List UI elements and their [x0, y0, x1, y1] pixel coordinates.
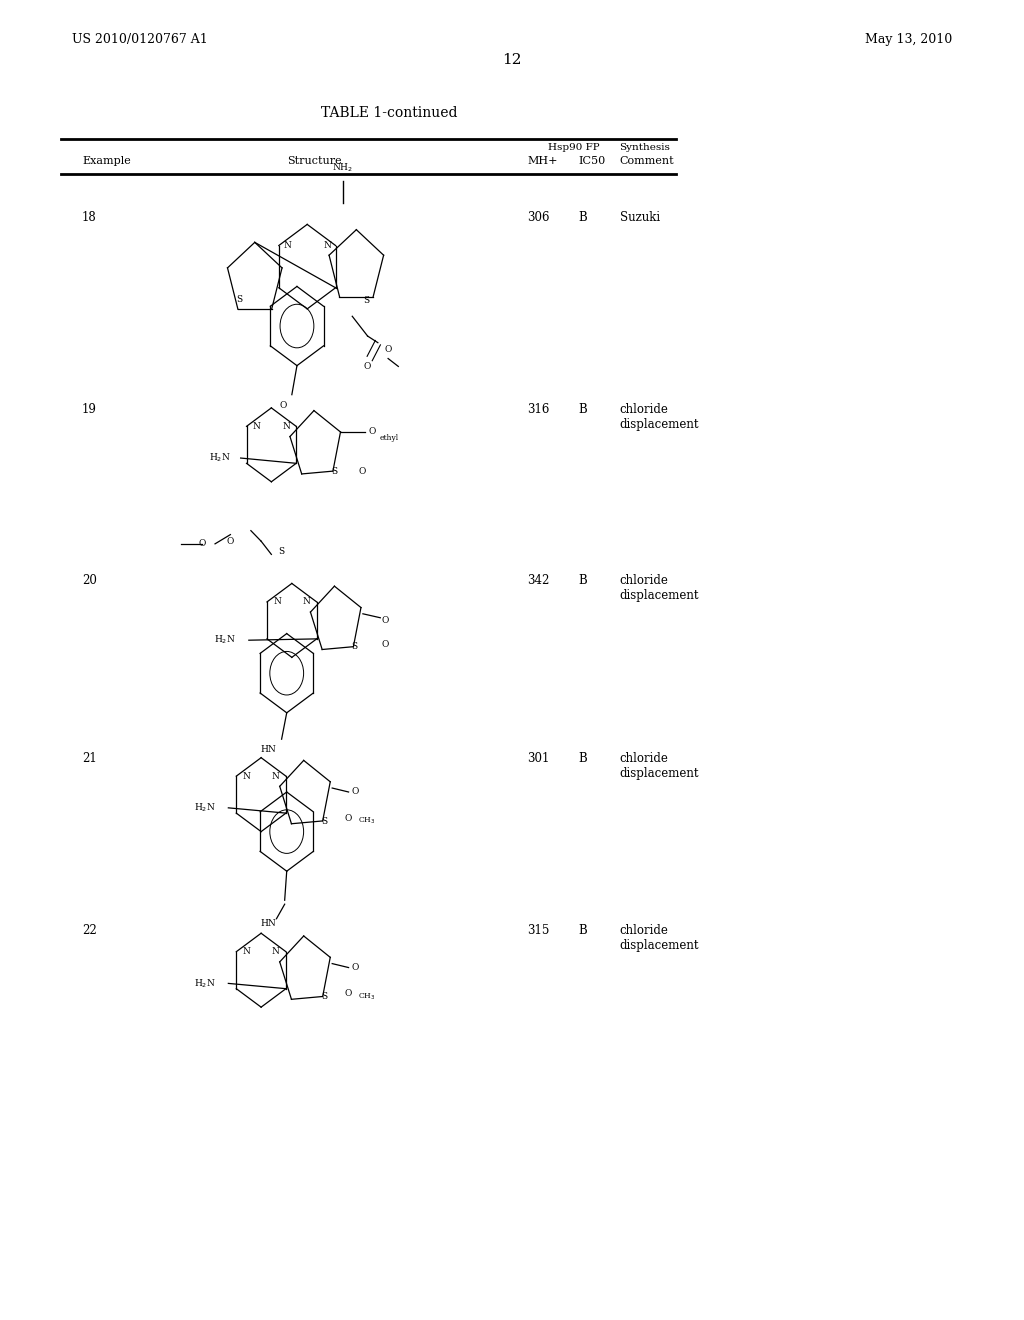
Text: S: S [237, 294, 243, 304]
Text: HN: HN [260, 920, 276, 928]
Text: 306: 306 [527, 211, 550, 224]
Text: chloride
displacement: chloride displacement [620, 752, 699, 780]
Text: IC50: IC50 [579, 156, 606, 166]
Text: O: O [280, 401, 288, 409]
Text: 20: 20 [82, 574, 97, 587]
Text: Structure: Structure [287, 156, 341, 166]
Text: H$_2$N: H$_2$N [194, 801, 216, 814]
Text: N: N [273, 598, 282, 606]
Text: chloride
displacement: chloride displacement [620, 403, 699, 430]
Text: O: O [226, 537, 234, 545]
Text: Suzuki: Suzuki [620, 211, 659, 224]
Text: CH$_3$: CH$_3$ [358, 816, 376, 826]
Text: O: O [358, 467, 366, 475]
Text: N: N [324, 242, 332, 249]
Text: B: B [579, 211, 588, 224]
Text: O: O [351, 964, 358, 972]
Text: 22: 22 [82, 924, 96, 937]
Text: O: O [369, 428, 376, 436]
Text: O: O [382, 640, 389, 648]
Text: N: N [271, 772, 280, 780]
Text: 315: 315 [527, 924, 550, 937]
Text: N: N [271, 948, 280, 956]
Text: N: N [243, 948, 251, 956]
Text: Synthesis: Synthesis [620, 143, 671, 152]
Text: O: O [364, 362, 372, 371]
Text: N: N [253, 422, 261, 430]
Text: 342: 342 [527, 574, 550, 587]
Text: B: B [579, 574, 588, 587]
Text: H$_2$N: H$_2$N [214, 634, 237, 647]
Text: chloride
displacement: chloride displacement [620, 574, 699, 602]
Text: N: N [283, 242, 291, 249]
Text: B: B [579, 924, 588, 937]
Text: H$_2$N: H$_2$N [194, 977, 216, 990]
Text: B: B [579, 403, 588, 416]
Text: B: B [579, 752, 588, 766]
Text: S: S [321, 993, 327, 1001]
Text: O: O [198, 540, 206, 548]
Text: 301: 301 [527, 752, 550, 766]
Text: S: S [279, 548, 285, 556]
Text: O: O [351, 788, 358, 796]
Text: US 2010/0120767 A1: US 2010/0120767 A1 [72, 33, 208, 46]
Text: S: S [321, 817, 327, 825]
Text: Example: Example [82, 156, 131, 166]
Text: 12: 12 [502, 53, 522, 67]
Text: 19: 19 [82, 403, 97, 416]
Text: TABLE 1-continued: TABLE 1-continued [321, 106, 458, 120]
Text: chloride
displacement: chloride displacement [620, 924, 699, 952]
Text: N: N [282, 422, 290, 430]
Text: O: O [345, 814, 352, 822]
Text: 316: 316 [527, 403, 550, 416]
Text: H$_2$N: H$_2$N [209, 451, 231, 465]
Text: MH+: MH+ [527, 156, 558, 166]
Text: S: S [331, 467, 337, 475]
Text: May 13, 2010: May 13, 2010 [865, 33, 952, 46]
Text: ethyl: ethyl [380, 434, 399, 442]
Text: CH$_3$: CH$_3$ [358, 991, 376, 1002]
Text: Comment: Comment [620, 156, 674, 166]
Text: 21: 21 [82, 752, 96, 766]
Text: S: S [364, 297, 370, 305]
Text: HN: HN [260, 746, 276, 754]
Text: Hsp90 FP: Hsp90 FP [548, 143, 599, 152]
Text: 18: 18 [82, 211, 96, 224]
Text: N: N [302, 598, 310, 606]
Text: S: S [351, 643, 357, 651]
Text: O: O [345, 990, 352, 998]
Text: N: N [243, 772, 251, 780]
Text: O: O [382, 616, 389, 624]
Text: O: O [384, 345, 392, 354]
Text: NH$_2$: NH$_2$ [333, 161, 353, 174]
